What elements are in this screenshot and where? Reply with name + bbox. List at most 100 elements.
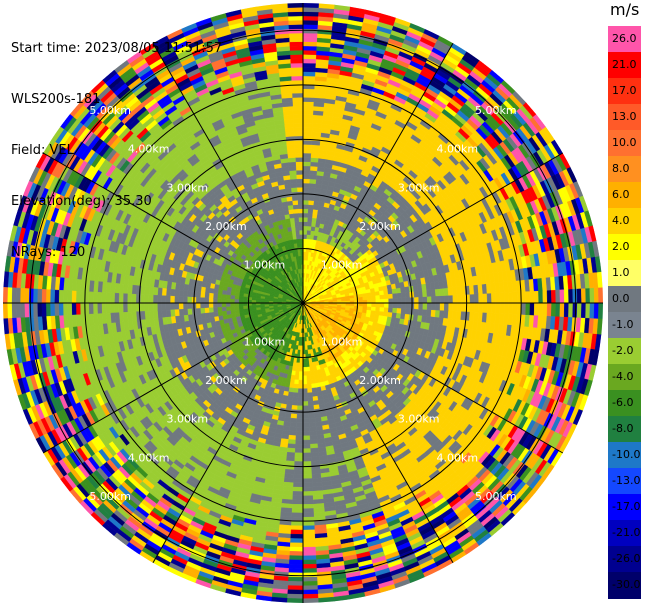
velocity-cell (217, 302, 222, 308)
velocity-cell (105, 292, 111, 304)
velocity-cell (294, 139, 304, 145)
velocity-cell (563, 288, 569, 304)
velocity-cell (430, 288, 436, 297)
velocity-cell (3, 302, 8, 319)
velocity-cell (217, 298, 222, 304)
velocity-cell (49, 289, 56, 304)
velocity-cell (101, 292, 107, 304)
velocity-cell (305, 238, 310, 244)
velocity-cell (302, 19, 319, 26)
velocity-cell (221, 294, 227, 300)
velocity-cell (229, 298, 235, 304)
velocity-cell (302, 238, 307, 244)
velocity-cell (3, 318, 10, 335)
velocity-cell (302, 234, 307, 240)
velocity-cell (105, 302, 111, 314)
velocity-cell (302, 127, 313, 133)
velocity-cell (414, 296, 419, 304)
velocity-cell (431, 295, 437, 304)
velocity-cell (293, 217, 299, 223)
velocity-cell (19, 287, 26, 304)
velocity-cell (11, 302, 17, 319)
velocity-cell (287, 3, 304, 8)
velocity-cell (213, 288, 219, 295)
velocity-cell (375, 298, 381, 304)
velocity-cell (439, 287, 445, 297)
velocity-cell (3, 287, 8, 304)
velocity-cell (302, 3, 319, 8)
velocity-cell (62, 290, 68, 304)
velocity-cell (292, 204, 299, 210)
velocity-cell (585, 287, 591, 304)
velocity-cell (296, 238, 301, 244)
velocity-cell (302, 24, 318, 30)
velocity-cell (434, 288, 441, 297)
velocity-cell (447, 287, 454, 296)
velocity-cell (131, 302, 137, 313)
velocity-cell (290, 182, 298, 189)
velocity-cell (127, 293, 133, 304)
velocity-cell (302, 41, 317, 47)
velocity-cell (288, 165, 297, 172)
velocity-cell (204, 287, 211, 294)
velocity-cell (302, 229, 308, 235)
velocity-cell (152, 302, 158, 312)
velocity-cell (88, 302, 94, 315)
velocity-cell (529, 290, 535, 304)
velocity-cell (195, 297, 201, 304)
velocity-cell (229, 306, 236, 311)
velocity-cell (200, 291, 206, 299)
velocity-cell (295, 229, 300, 236)
velocity-cell (495, 292, 501, 304)
velocity-cell (298, 229, 304, 235)
velocity-cell (32, 302, 38, 318)
velocity-cell (302, 109, 314, 115)
velocity-cell (187, 296, 192, 304)
velocity-cell (302, 118, 313, 124)
velocity-cell (208, 302, 214, 309)
velocity-cell (308, 195, 315, 201)
velocity-cell (379, 294, 385, 300)
velocity-cell (596, 271, 603, 288)
velocity-cell (297, 195, 304, 201)
velocity-cell (294, 225, 300, 231)
velocity-cell (478, 293, 484, 304)
velocity-cell (287, 19, 304, 26)
velocity-cell (392, 292, 398, 299)
velocity-cell (297, 199, 304, 205)
velocity-cell (288, 24, 304, 30)
velocity-cell (296, 178, 304, 184)
velocity-cell (238, 305, 244, 310)
velocity-cell (302, 49, 317, 56)
velocity-cell (225, 298, 231, 304)
velocity-cell (307, 217, 313, 223)
velocity-cell (299, 234, 304, 240)
velocity-cell (195, 308, 201, 315)
velocity-cell (157, 302, 163, 311)
velocity-cell (486, 292, 492, 304)
velocity-cell (71, 290, 77, 304)
velocity-cell (165, 295, 171, 304)
velocity-cell (288, 170, 297, 176)
velocity-cell (49, 302, 56, 317)
velocity-cell (302, 97, 315, 103)
velocity-cell (312, 204, 319, 211)
velocity-cell (302, 58, 317, 64)
velocity-cell (165, 309, 172, 318)
velocity-cell (294, 152, 304, 158)
velocity-cell (302, 37, 318, 43)
velocity-cell (291, 97, 304, 103)
velocity-cell (208, 307, 214, 314)
velocity-cell (302, 122, 313, 128)
velocity-cell (306, 225, 312, 231)
velocity-cell (169, 302, 175, 311)
velocity-cell (58, 289, 64, 304)
velocity-cell (559, 289, 565, 304)
velocity-cell (304, 259, 308, 265)
velocity-cell (302, 28, 318, 34)
velocity-cell (295, 161, 304, 167)
velocity-cell (309, 170, 318, 176)
velocity-cell (221, 298, 227, 304)
velocity-cell (298, 217, 304, 222)
